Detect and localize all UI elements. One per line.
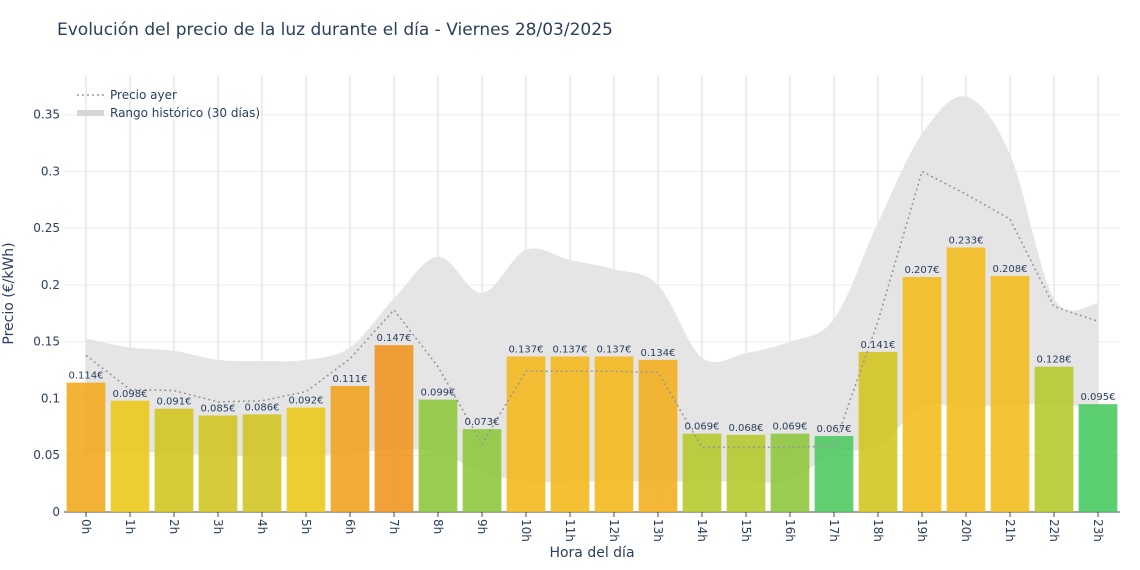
x-tick-label: 2h <box>167 519 181 534</box>
yesterday-price-line <box>85 170 1099 449</box>
bar-21h <box>990 275 1030 512</box>
x-tick-label: 5h <box>299 519 313 534</box>
x-tick-label: 21h <box>1003 519 1017 542</box>
bar-value-label: 0.068€ <box>729 423 764 434</box>
bar-value-label: 0.091€ <box>157 397 192 408</box>
x-tick-label: 16h <box>783 519 797 542</box>
x-tick-label: 1h <box>123 519 137 534</box>
bar-value-label: 0.069€ <box>773 422 808 433</box>
bar-12h <box>594 356 634 512</box>
x-tick-label: 13h <box>651 519 665 542</box>
x-tick-label: 18h <box>871 519 885 542</box>
bar-value-label: 0.095€ <box>1081 392 1116 403</box>
bar-6h <box>330 386 370 512</box>
bar-value-label: 0.208€ <box>993 264 1028 275</box>
x-tick-label: 23h <box>1091 519 1105 542</box>
bar-value-label: 0.137€ <box>553 344 588 355</box>
bar-13h <box>638 359 678 512</box>
x-tick-label: 9h <box>475 519 489 534</box>
historical-range-area <box>86 96 1098 483</box>
bar-layer <box>66 247 1118 512</box>
y-tick-label: 0.3 <box>41 164 60 178</box>
chart-title: Evolución del precio de la luz durante e… <box>57 20 613 40</box>
x-tick-label: 11h <box>563 519 577 542</box>
x-tick-label: 19h <box>915 519 929 542</box>
bar-4h <box>242 414 282 512</box>
axis-layer: 0 0.05 0.1 0.15 0.2 0.25 0.3 0.35 0h 1h 2h 3h 4h 5h 6h… <box>1 108 1105 561</box>
legend-range-label: Rango histórico (30 días) <box>110 106 260 120</box>
bar-value-label: 0.141€ <box>861 340 896 351</box>
bar-value-label: 0.207€ <box>905 265 940 276</box>
bar-11h <box>550 356 590 512</box>
bar-value-label: 0.067€ <box>817 424 852 435</box>
bar-2h <box>154 408 194 512</box>
bar-value-label: 0.069€ <box>685 422 720 433</box>
bar-value-label: 0.073€ <box>465 417 500 428</box>
bar-1h <box>110 400 150 512</box>
x-tick-label: 10h <box>519 519 533 542</box>
bar-10h <box>506 356 546 512</box>
bar-7h <box>374 345 414 512</box>
x-tick-label: 7h <box>387 519 401 534</box>
legend: Precio ayer Rango histórico (30 días) <box>77 88 260 120</box>
bar-8h <box>418 399 458 512</box>
bar-value-label: 0.092€ <box>289 396 324 407</box>
x-tick-label: 0h <box>79 519 93 534</box>
y-tick-label: 0.15 <box>33 335 60 349</box>
yesterday-line-layer <box>85 170 1099 449</box>
bar-15h <box>726 434 766 512</box>
bar-19h <box>902 277 942 512</box>
bar-17h <box>814 435 854 512</box>
bar-value-label: 0.137€ <box>509 344 544 355</box>
x-tick-label: 22h <box>1047 519 1061 542</box>
x-tick-label: 15h <box>739 519 753 542</box>
x-tick-label: 12h <box>607 519 621 542</box>
x-tick-label: 3h <box>211 519 225 534</box>
y-tick-label: 0 <box>52 505 60 519</box>
x-tick-label: 6h <box>343 519 357 534</box>
bar-18h <box>858 351 898 512</box>
bar-value-label: 0.128€ <box>1037 355 1072 366</box>
bar-value-label: 0.147€ <box>377 333 412 344</box>
y-tick-label: 0.25 <box>33 221 60 235</box>
bar-value-label: 0.137€ <box>597 344 632 355</box>
y-tick-label: 0.05 <box>33 448 60 462</box>
bar-9h <box>462 429 502 512</box>
x-tick-label: 4h <box>255 519 269 534</box>
bar-23h <box>1078 404 1118 512</box>
bar-5h <box>286 407 326 512</box>
bar-value-label: 0.233€ <box>949 236 984 247</box>
y-tick-label: 0.2 <box>41 278 60 292</box>
bar-3h <box>198 415 238 512</box>
y-tick-label: 0.35 <box>33 108 60 122</box>
bar-20h <box>946 247 986 512</box>
bar-value-label: 0.098€ <box>113 389 148 400</box>
bar-value-label: 0.085€ <box>201 404 236 415</box>
bar-22h <box>1034 366 1074 512</box>
x-axis-title: Hora del día <box>549 545 634 561</box>
bar-value-label: 0.099€ <box>421 388 456 399</box>
y-axis-title: Precio (€/kWh) <box>1 242 17 344</box>
x-tick-label: 8h <box>431 519 445 534</box>
historical-range-layer <box>86 96 1098 483</box>
x-tick-label: 17h <box>827 519 841 542</box>
x-tick-label: 20h <box>959 519 973 542</box>
bar-value-label: 0.111€ <box>333 374 368 385</box>
bar-value-label: 0.114€ <box>69 371 104 382</box>
bar-label-layer: 0.114€ 0.098€ 0.091€ 0.085€ 0.086€ 0.092€ 0.11… <box>69 236 1116 435</box>
bar-0h <box>66 382 106 512</box>
bar-16h <box>770 433 810 512</box>
bar-value-label: 0.086€ <box>245 402 280 413</box>
x-tick-label: 14h <box>695 519 709 542</box>
legend-yesterday-label: Precio ayer <box>110 88 177 102</box>
y-tick-label: 0.1 <box>41 391 60 405</box>
bar-14h <box>682 433 722 512</box>
bar-value-label: 0.134€ <box>641 348 676 359</box>
